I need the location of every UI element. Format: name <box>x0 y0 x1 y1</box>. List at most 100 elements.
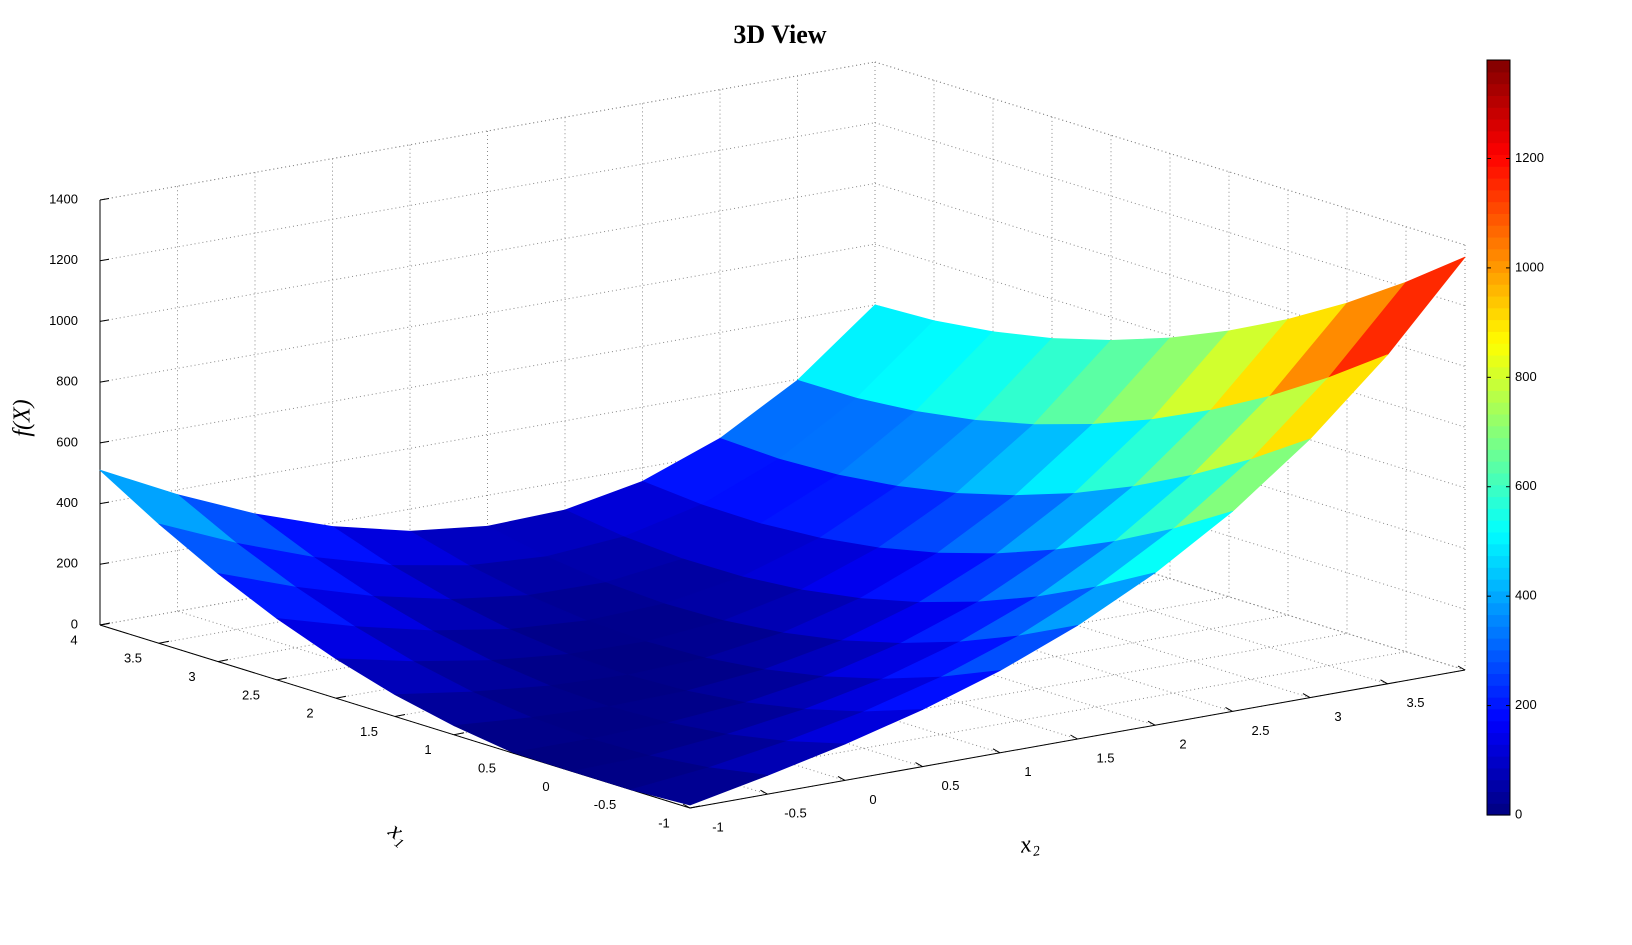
colorbar-swatch <box>1487 425 1510 439</box>
colorbar-swatch <box>1487 697 1510 710</box>
x2-axis-title: x₂ <box>1018 830 1041 859</box>
x2-tick <box>1302 693 1311 699</box>
z-tick-label: 1000 <box>49 313 78 328</box>
colorbar-swatch <box>1487 626 1510 639</box>
colorbar-swatch <box>1487 484 1510 498</box>
colorbar-swatch <box>1487 567 1510 580</box>
x2-tick <box>1457 665 1466 671</box>
grid-line <box>874 243 1466 428</box>
z-tick-label: 600 <box>56 434 78 449</box>
x1-tick-label: 2 <box>306 706 313 721</box>
z-tick <box>99 380 110 383</box>
colorbar-swatch <box>1487 779 1510 793</box>
x2-tick <box>837 775 846 781</box>
colorbar-swatch <box>1487 649 1510 663</box>
colorbar-swatch <box>1487 107 1510 120</box>
grid-line <box>874 486 1466 671</box>
x2-tick <box>682 803 691 809</box>
colorbar-swatch <box>1487 319 1510 332</box>
colorbar-swatch <box>1487 437 1510 450</box>
colorbar-swatch <box>1487 177 1510 191</box>
z-tick <box>99 258 110 262</box>
colorbar-swatch <box>1487 720 1510 734</box>
z-axis-title: f(X) <box>10 399 36 436</box>
colorbar-swatch <box>1487 71 1510 85</box>
colorbar-swatch <box>1487 390 1510 403</box>
colorbar-swatch <box>1487 685 1510 698</box>
x2-tick <box>1147 720 1156 726</box>
colorbar-swatch <box>1487 661 1510 675</box>
x1-tick-label: 3 <box>188 669 195 684</box>
grid-line <box>874 122 1466 307</box>
colorbar-swatch <box>1487 118 1510 132</box>
colorbar-swatch <box>1487 708 1510 722</box>
x1-tick-label: 1.5 <box>360 724 378 739</box>
colorbar-swatch <box>1487 236 1510 250</box>
x1-tick <box>453 732 465 736</box>
colorbar-swatch <box>1487 413 1510 427</box>
x2-tick <box>1380 679 1388 685</box>
x2-tick-label: 1.5 <box>1096 750 1114 765</box>
colorbar-swatch <box>1487 756 1510 769</box>
colorbar-frame <box>1486 59 1511 816</box>
colorbar-swatch <box>1487 555 1510 568</box>
z-tick-label: 800 <box>56 374 78 389</box>
x2-tick <box>760 789 768 795</box>
x1-tick <box>158 640 170 644</box>
colorbar-swatch <box>1487 767 1510 781</box>
axes-front: 0 200 400 600 800 1000 1200 1400 -1 -0.5 0 0.5 1 1.5 2… <box>49 191 1497 834</box>
x2-tick-label: 2.5 <box>1251 723 1269 738</box>
colorbar-swatch <box>1487 579 1510 592</box>
colorbar-tick-label: 400 <box>1515 588 1537 603</box>
colorbar-swatch <box>1487 461 1510 474</box>
colorbar-swatch <box>1487 343 1510 356</box>
colorbar-swatch <box>1487 614 1510 627</box>
z-tick <box>99 501 110 505</box>
x2-tick-label: 3 <box>1334 709 1341 724</box>
colorbar-swatch <box>1487 295 1510 309</box>
colorbar-swatch <box>1487 744 1510 757</box>
surface-cell <box>630 767 768 806</box>
x1-tick-label: 4 <box>70 632 77 647</box>
colorbar-tick-label: 0 <box>1515 806 1522 821</box>
x1-tick-label: -0.5 <box>594 797 616 812</box>
colorbar-swatch <box>1487 284 1510 297</box>
z-tick-label: 0 <box>71 616 78 631</box>
grid-line <box>874 182 1466 367</box>
colorbar-swatch <box>1487 543 1510 557</box>
x2-tick-label: 2 <box>1179 737 1186 752</box>
x1-axis-title: x₁ <box>383 817 415 850</box>
colorbar-tick-label: 200 <box>1515 697 1537 712</box>
x2-tick-label: 1 <box>1024 764 1031 779</box>
x2-tick <box>915 762 923 768</box>
colorbar-swatch <box>1487 449 1510 462</box>
colorbar-swatch <box>1487 201 1510 214</box>
x1-tick <box>217 659 229 663</box>
colorbar-tick-label: 600 <box>1515 478 1537 493</box>
x2-tick <box>1070 734 1078 740</box>
colorbar-swatch <box>1487 402 1510 415</box>
x1-tick-label: -1 <box>658 815 670 830</box>
colorbar-tick-label: 1200 <box>1515 150 1544 165</box>
colorbar-swatch <box>1487 166 1510 179</box>
colorbar-swatch <box>1487 225 1510 238</box>
colorbar-swatch <box>1487 272 1510 285</box>
x1-tick <box>276 677 288 681</box>
x1-tick-label: 3.5 <box>124 651 142 666</box>
z-tick-label: 400 <box>56 495 78 510</box>
x2-tick-label: 0 <box>869 792 876 807</box>
x2-tick-label: -0.5 <box>784 806 806 821</box>
x2-tick-label: 3.5 <box>1406 695 1424 710</box>
x2-tick-label: -1 <box>712 819 724 834</box>
colorbar-swatch <box>1487 95 1510 108</box>
colorbar-swatch <box>1487 531 1510 545</box>
colorbar-swatch <box>1487 248 1510 262</box>
x1-tick <box>335 695 347 699</box>
z-tick <box>99 440 110 444</box>
z-tick <box>99 562 110 565</box>
colorbar-swatch <box>1487 260 1510 273</box>
colorbar-swatch <box>1487 496 1510 509</box>
colorbar-swatch <box>1487 331 1510 344</box>
colorbar-swatch <box>1487 472 1510 486</box>
